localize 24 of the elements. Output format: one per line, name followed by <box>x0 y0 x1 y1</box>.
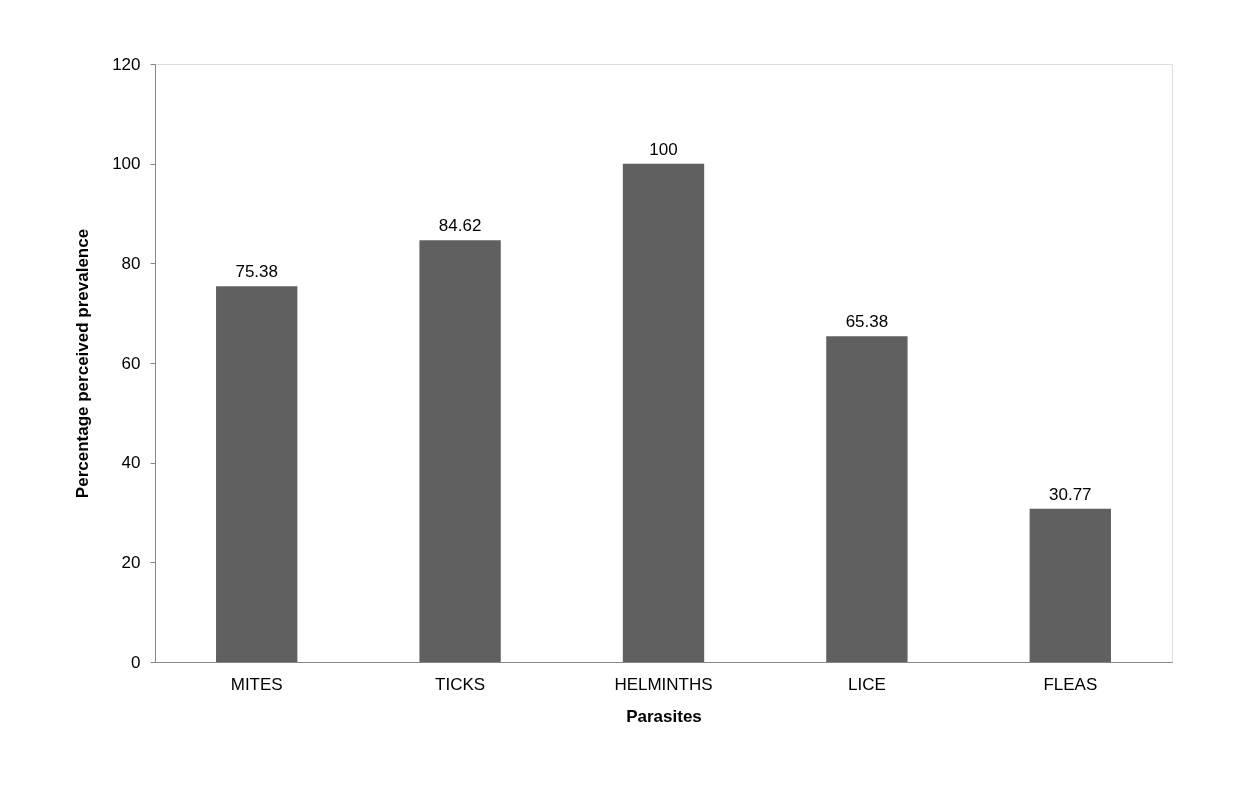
x-tick-label: MITES <box>230 674 283 694</box>
y-axis-title: Percentage perceived prevalence <box>73 228 93 499</box>
x-axis-title: Parasites <box>626 706 702 726</box>
y-tick-label: 80 <box>121 253 141 273</box>
y-tick-label: 60 <box>121 353 141 373</box>
bar <box>826 336 908 662</box>
data-label: 75.38 <box>235 262 278 282</box>
bar <box>419 240 501 662</box>
bar <box>622 163 705 662</box>
data-label: 30.77 <box>1049 484 1092 504</box>
x-tick-label: HELMINTHS <box>614 674 713 694</box>
data-label: 84.62 <box>438 216 482 236</box>
bar <box>216 286 298 662</box>
y-tick-label: 120 <box>112 54 141 74</box>
x-tick-label: TICKS <box>435 674 486 694</box>
y-tick-label: 40 <box>121 453 141 473</box>
data-label: 100 <box>649 139 678 159</box>
y-tick-label: 0 <box>131 652 141 672</box>
x-tick-label: FLEAS <box>1043 674 1098 694</box>
x-tick-label: LICE <box>848 674 886 694</box>
y-tick-label: 20 <box>121 552 141 572</box>
y-tick-label: 100 <box>112 154 141 174</box>
data-label: 65.38 <box>845 312 889 332</box>
bar <box>1029 508 1111 662</box>
